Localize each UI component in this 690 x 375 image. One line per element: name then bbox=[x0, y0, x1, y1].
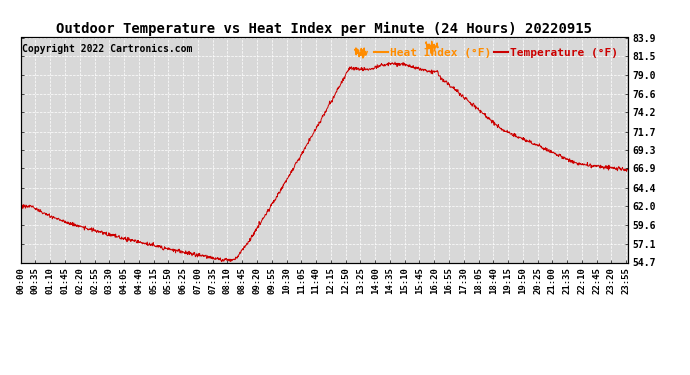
Title: Outdoor Temperature vs Heat Index per Minute (24 Hours) 20220915: Outdoor Temperature vs Heat Index per Mi… bbox=[57, 22, 592, 36]
Legend: Heat Index (°F), Temperature (°F): Heat Index (°F), Temperature (°F) bbox=[370, 43, 622, 62]
Text: Copyright 2022 Cartronics.com: Copyright 2022 Cartronics.com bbox=[22, 44, 193, 54]
